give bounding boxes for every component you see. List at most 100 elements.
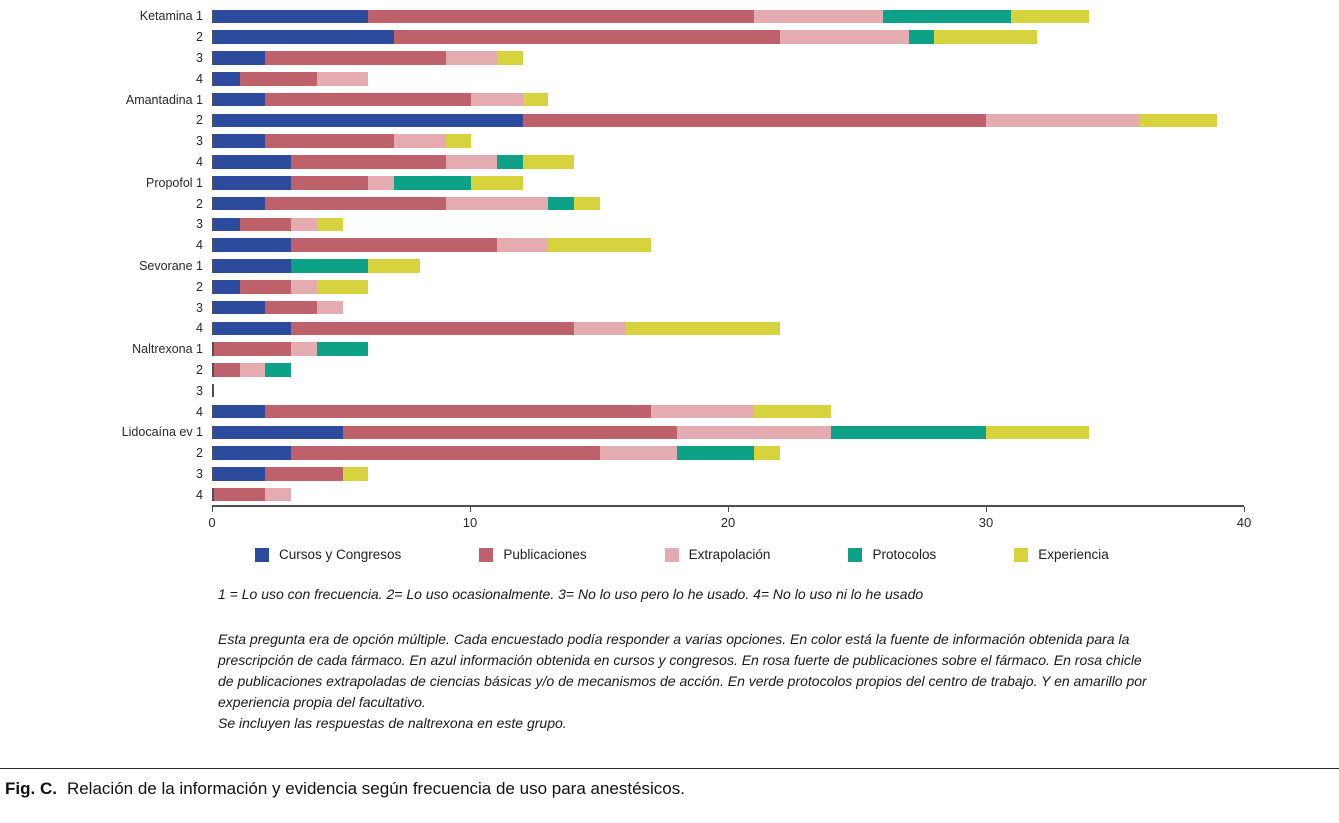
legend-label: Extrapolación xyxy=(688,547,771,563)
bar-segment-publicaciones xyxy=(265,51,446,65)
bar-track xyxy=(212,259,1243,273)
bar-row: 3 xyxy=(0,380,1243,401)
bar-segment-protocolos xyxy=(291,259,369,273)
bar-row: 3 xyxy=(0,464,1243,485)
category-label: Lidocaína ev 1 xyxy=(121,425,203,440)
footnotes: 1 = Lo uso con frecuencia. 2= Lo uso oca… xyxy=(218,584,1148,734)
bar-segment-extrapolacion xyxy=(291,280,317,294)
x-tick-mark xyxy=(212,507,213,513)
x-tick-label: 30 xyxy=(978,515,994,531)
figure-panel: Ketamina 1 2 3 4 Amantadina 1 2 3 4 Propofol 1 2 3… xyxy=(0,9,1339,799)
bar-track xyxy=(212,300,1243,315)
bar-segment-publicaciones xyxy=(291,176,369,190)
category-label: 4 xyxy=(196,404,203,419)
bar-segment-protocolos xyxy=(548,196,575,211)
bar-segment-publicaciones xyxy=(214,363,240,377)
bar-row: Naltrexona 1 xyxy=(0,339,1243,360)
bar-row: 3 xyxy=(0,48,1243,69)
legend-item-experiencia: Experiencia xyxy=(1014,547,1109,562)
bar-track xyxy=(212,363,1243,377)
bar-segment-publicaciones xyxy=(239,217,292,232)
bar-segment-publicaciones xyxy=(342,425,678,440)
x-tick-label: 0 xyxy=(208,515,216,531)
bar-segment-experiencia xyxy=(496,51,523,65)
bar-segment-extrapolacion xyxy=(239,363,266,377)
x-tick-mark xyxy=(1244,507,1245,513)
category-label: 3 xyxy=(196,300,203,315)
bar-row: 4 xyxy=(0,68,1243,89)
bar-segment-protocolos xyxy=(316,342,369,356)
bar-segment-experiencia xyxy=(548,238,652,252)
bar-segment-cursos-y-congresos xyxy=(214,155,292,169)
bar-row: 2 xyxy=(0,27,1243,48)
bar-segment-extrapolacion xyxy=(291,217,317,232)
bar-segment-extrapolacion xyxy=(445,155,497,169)
bar-segment-experiencia xyxy=(522,155,575,169)
legend-item-extrapolacion: Extrapolación xyxy=(664,547,771,563)
bar-track xyxy=(212,30,1243,44)
bar-segment-extrapolacion xyxy=(985,113,1141,128)
bar-segment-experiencia xyxy=(1011,9,1089,24)
bar-track xyxy=(212,467,1243,481)
bar-segment-protocolos xyxy=(394,176,472,190)
inclusion-note: Se incluyen las respuestas de naltrexona… xyxy=(218,715,567,732)
legend-item-cursos-y-congresos: Cursos y Congresos xyxy=(255,547,401,562)
bar-segment-publicaciones xyxy=(291,155,446,169)
bar-segment-experiencia xyxy=(316,217,343,232)
bar-track xyxy=(212,487,1243,502)
bar-track xyxy=(212,446,1243,460)
bar-segment-extrapolacion xyxy=(496,238,549,252)
bar-track xyxy=(212,155,1243,169)
bar-segment-cursos-y-congresos xyxy=(214,72,240,86)
bar-track xyxy=(212,72,1243,86)
bar-segment-cursos-y-congresos xyxy=(214,92,266,107)
legend: Cursos y Congresos Publicaciones Extrapola… xyxy=(255,547,1243,562)
bar-track xyxy=(212,383,1243,398)
bar-segment-experiencia xyxy=(934,30,1038,44)
bar-row: 2 xyxy=(0,193,1243,214)
bar-segment-protocolos xyxy=(882,9,1012,24)
bar-row: 2 xyxy=(0,360,1243,381)
stacked-bar-chart: Ketamina 1 2 3 4 Amantadina 1 2 3 4 Propofol 1 2 3… xyxy=(0,9,1252,562)
bar-segment-publicaciones xyxy=(265,92,472,107)
bar-segment-extrapolacion xyxy=(779,30,909,44)
bar-track xyxy=(212,404,1243,419)
cursos-y-congresos-swatch-icon xyxy=(255,547,269,562)
bar-segment-protocolos xyxy=(908,30,935,44)
bar-segment-cursos-y-congresos xyxy=(214,217,240,232)
bar-track xyxy=(212,113,1243,128)
caption-label: Fig. C. xyxy=(5,779,57,799)
x-tick-label: 20 xyxy=(720,515,736,531)
bar-track xyxy=(212,217,1243,232)
bar-segment-experiencia xyxy=(625,321,780,336)
category-label: 2 xyxy=(196,446,203,461)
bar-segment-extrapolacion xyxy=(291,342,317,356)
category-label: 3 xyxy=(196,50,203,65)
bar-row: Propofol 1 xyxy=(0,172,1243,193)
category-label: 4 xyxy=(196,321,203,336)
bar-segment-publicaciones xyxy=(394,30,780,44)
extrapolacion-swatch-icon xyxy=(664,547,679,562)
bar-segment-extrapolacion xyxy=(574,321,626,336)
bar-segment-experiencia xyxy=(522,92,549,107)
bar-track xyxy=(212,196,1243,211)
category-label: Sevorane 1 xyxy=(139,258,203,273)
figure-caption: Fig. C. Relación de la información y evid… xyxy=(5,779,1339,799)
bar-segment-experiencia xyxy=(445,134,472,148)
bar-segment-protocolos xyxy=(265,363,292,377)
bar-segment-publicaciones xyxy=(214,487,266,502)
bar-segment-experiencia xyxy=(342,467,369,481)
bar-segment-extrapolacion xyxy=(316,300,343,315)
legend-label: Publicaciones xyxy=(503,547,587,563)
category-label: 2 xyxy=(196,362,203,377)
method-note: Esta pregunta era de opción múltiple. Ca… xyxy=(218,631,1147,711)
bar-segment-experiencia xyxy=(1140,113,1218,128)
bar-segment-cursos-y-congresos xyxy=(214,446,292,460)
scale-note: 1 = Lo uso con frecuencia. 2= Lo uso oca… xyxy=(218,586,924,603)
x-tick-label: 10 xyxy=(462,515,478,531)
bar-segment-cursos-y-congresos xyxy=(214,467,266,481)
category-label: 4 xyxy=(196,238,203,253)
bar-segment-experiencia xyxy=(316,280,369,294)
bar-segment-publicaciones xyxy=(265,404,652,419)
bar-segment-experiencia xyxy=(985,425,1089,440)
